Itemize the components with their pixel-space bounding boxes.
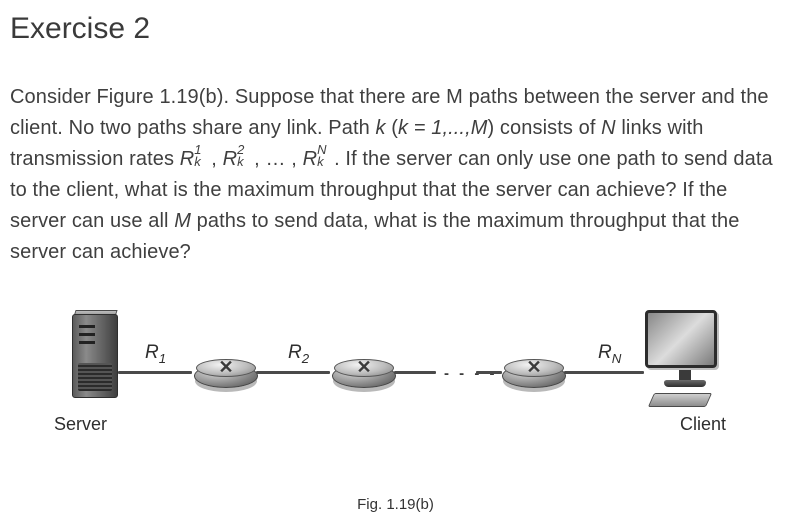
- text-sep: ,: [254, 148, 265, 170]
- link-line: [256, 371, 330, 374]
- link-sub: N: [612, 351, 622, 366]
- link-R: R: [598, 342, 612, 363]
- rate-N: RkN: [303, 148, 335, 170]
- link-label-r2: R2: [288, 342, 309, 366]
- rate-sup: N: [317, 140, 327, 160]
- var-N: N: [601, 117, 616, 139]
- link-label-rn: RN: [598, 342, 621, 366]
- problem-statement: Consider Figure 1.19(b). Suppose that th…: [10, 82, 781, 268]
- rate-2: Rk2: [223, 148, 255, 170]
- var-keq: k = 1,...,M: [398, 117, 487, 139]
- figure-caption: Fig. 1.19(b): [10, 496, 781, 513]
- link-R: R: [145, 342, 159, 363]
- link-sub: 2: [302, 351, 309, 366]
- rate-1: Rk1: [180, 148, 212, 170]
- rate-R: R: [223, 148, 238, 170]
- text-ellipsis: … ,: [265, 148, 302, 170]
- server-icon: [72, 314, 120, 400]
- exercise-title: Exercise 2: [10, 12, 781, 46]
- link-line: [476, 371, 502, 374]
- text-sep: ,: [211, 148, 222, 170]
- rate-R: R: [180, 148, 195, 170]
- rate-R: R: [303, 148, 318, 170]
- link-line: [564, 371, 644, 374]
- figure-diagram: Server R1 ✕ R2 ✕ - - - - ✕: [10, 306, 770, 496]
- rate-sup: 1: [194, 140, 201, 160]
- text-part: (: [386, 117, 398, 139]
- router-icon: ✕: [500, 358, 568, 392]
- client-icon: [645, 310, 725, 406]
- router-icon: ✕: [192, 358, 260, 392]
- var-M: M: [174, 210, 191, 232]
- server-label: Server: [54, 414, 107, 435]
- text-part: ) consists of: [488, 117, 602, 139]
- router-icon: ✕: [330, 358, 398, 392]
- link-sub: 1: [159, 351, 166, 366]
- link-line: [118, 371, 192, 374]
- link-R: R: [288, 342, 302, 363]
- rate-sup: 2: [237, 140, 244, 160]
- link-label-r1: R1: [145, 342, 166, 366]
- client-label: Client: [680, 414, 726, 435]
- var-k: k: [376, 117, 386, 139]
- link-line: [394, 371, 436, 374]
